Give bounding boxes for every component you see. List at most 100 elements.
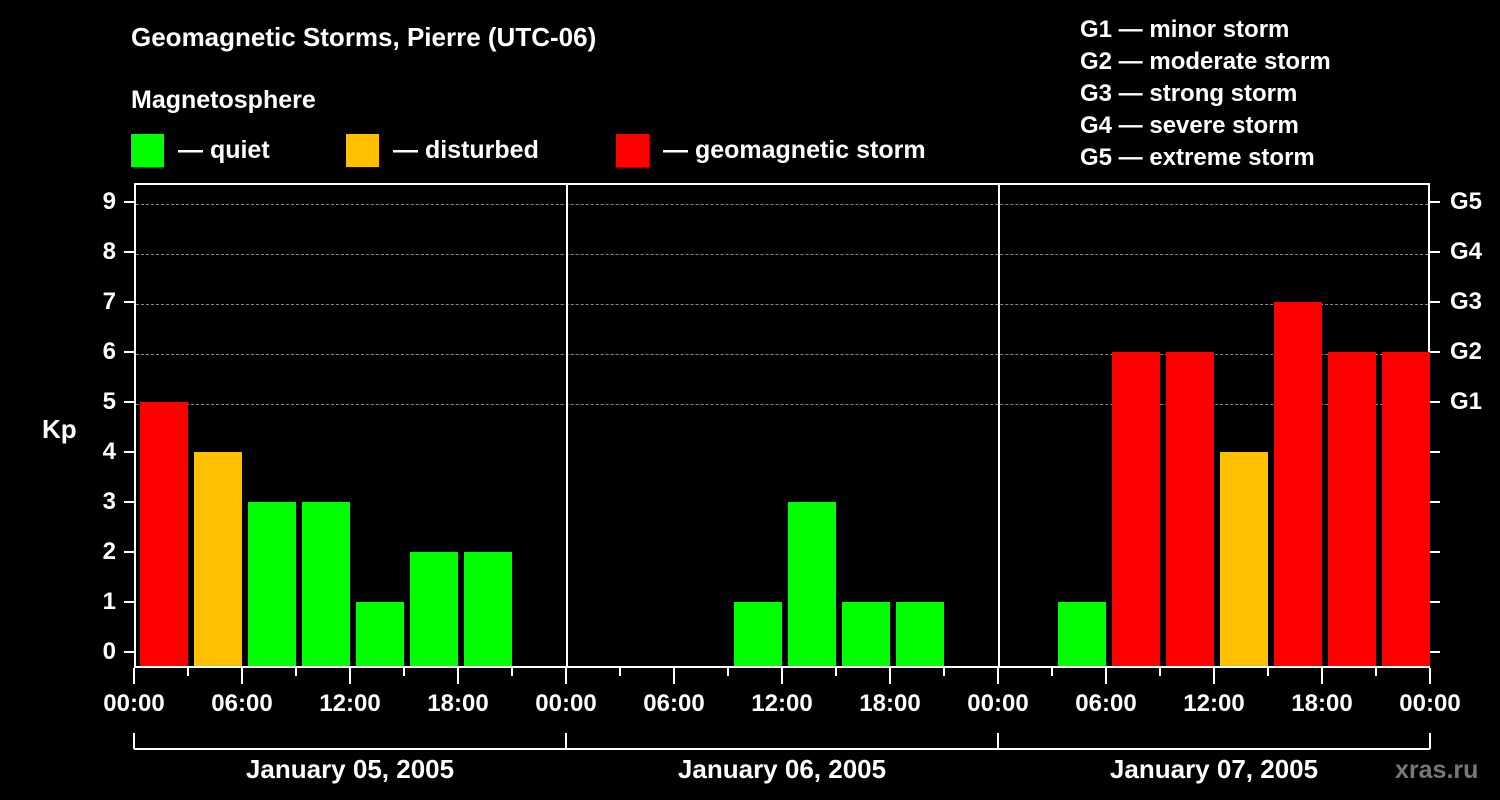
legend-label: — geomagnetic storm [663, 136, 926, 164]
y-tick [124, 401, 134, 403]
y-tick [124, 251, 134, 253]
x-tick [673, 668, 675, 684]
y-tick [124, 301, 134, 303]
kp-bar [248, 502, 296, 666]
legend-disturbed: — disturbed [346, 134, 539, 167]
storm-scale-item: G5 — extreme storm [1080, 144, 1315, 171]
x-tick [511, 668, 513, 676]
gridline [136, 404, 1428, 405]
kp-bar [410, 552, 458, 666]
x-tick [619, 668, 621, 676]
kp-bar [1166, 352, 1214, 666]
x-tick [133, 668, 135, 684]
storm-scale-item: G4 — severe storm [1080, 112, 1299, 139]
x-tick [835, 668, 837, 676]
y-tick-right [1430, 201, 1440, 203]
y-tick [124, 651, 134, 653]
kp-bar [464, 552, 512, 666]
x-tick [349, 668, 351, 684]
x-tick [565, 668, 567, 684]
legend-swatch-disturbed [346, 134, 379, 167]
kp-bar [842, 602, 890, 666]
kp-bar [1058, 602, 1106, 666]
kp-bar [302, 502, 350, 666]
kp-bar [896, 602, 944, 666]
x-tick [727, 668, 729, 676]
x-tick-label: 00:00 [967, 690, 1029, 717]
x-tick [457, 668, 459, 684]
x-tick [1213, 668, 1215, 684]
y-tick-label: 1 [102, 588, 116, 615]
kp-bar [1328, 352, 1376, 666]
kp-bar [734, 602, 782, 666]
legend-swatch-quiet [131, 134, 164, 167]
storm-level-label: G2 [1450, 338, 1483, 365]
legend-label: — quiet [178, 136, 270, 164]
kp-bar [1112, 352, 1160, 666]
y-tick-right [1430, 551, 1440, 553]
storm-scale-item: G3 — strong storm [1080, 80, 1298, 107]
y-tick-label: 3 [102, 488, 116, 515]
chart-title: Geomagnetic Storms, Pierre (UTC-06) [131, 22, 597, 52]
legend-storm: — geomagnetic storm [616, 134, 926, 167]
storm-level-label: G1 [1450, 388, 1483, 415]
storm-scale-item: G2 — moderate storm [1080, 48, 1331, 75]
watermark: xras.ru [1395, 756, 1479, 784]
kp-bar [1220, 452, 1268, 666]
y-tick [124, 351, 134, 353]
x-tick [187, 668, 189, 676]
x-tick [1429, 668, 1431, 684]
day-bracket-tick [1429, 733, 1431, 749]
day-separator [998, 185, 1000, 666]
y-tick-right [1430, 351, 1440, 353]
kp-bar [1274, 302, 1322, 666]
day-bracket-tick [565, 733, 567, 749]
y-tick-label: 0 [102, 638, 116, 665]
x-tick [997, 668, 999, 684]
gridline [136, 304, 1428, 305]
y-tick-right [1430, 251, 1440, 253]
y-tick-right [1430, 301, 1440, 303]
x-tick [403, 668, 405, 676]
legend-swatch-storm [616, 134, 649, 167]
gridline [136, 204, 1428, 205]
y-tick [124, 451, 134, 453]
storm-level-label: G3 [1450, 288, 1483, 315]
kp-bar [140, 402, 188, 666]
x-tick-label: 18:00 [859, 690, 921, 717]
x-tick-label: 00:00 [535, 690, 597, 717]
y-tick [124, 201, 134, 203]
legend-label: — disturbed [393, 136, 539, 164]
x-tick-label: 18:00 [427, 690, 489, 717]
y-tick-label: 5 [102, 388, 116, 415]
gridline [136, 354, 1428, 355]
y-axis-title: Kp [42, 414, 77, 444]
x-tick [781, 668, 783, 684]
y-tick-right [1430, 451, 1440, 453]
y-tick-label: 4 [102, 438, 116, 465]
chart-subtitle: Magnetosphere [131, 86, 316, 114]
x-tick-label: 00:00 [1399, 690, 1461, 717]
x-tick [1267, 668, 1269, 676]
x-tick [295, 668, 297, 676]
x-tick-label: 06:00 [211, 690, 273, 717]
kp-bar [356, 602, 404, 666]
day-separator [566, 185, 568, 666]
y-tick-right [1430, 401, 1440, 403]
x-tick [1375, 668, 1377, 676]
legend-quiet: — quiet [131, 134, 270, 167]
x-tick [943, 668, 945, 676]
x-tick [1105, 668, 1107, 684]
day-label: January 06, 2005 [677, 754, 887, 784]
x-tick-label: 12:00 [751, 690, 813, 717]
plot-area [134, 183, 1430, 668]
y-tick-label: 6 [102, 338, 116, 365]
kp-bar [194, 452, 242, 666]
x-tick-label: 12:00 [1183, 690, 1245, 717]
x-tick [1159, 668, 1161, 676]
x-tick [241, 668, 243, 684]
y-tick-label: 7 [102, 288, 116, 315]
storm-scale-legend: G1 — minor storm G2 — moderate storm G3 … [1080, 14, 1331, 174]
y-tick-label: 8 [102, 238, 116, 265]
x-tick [1321, 668, 1323, 684]
